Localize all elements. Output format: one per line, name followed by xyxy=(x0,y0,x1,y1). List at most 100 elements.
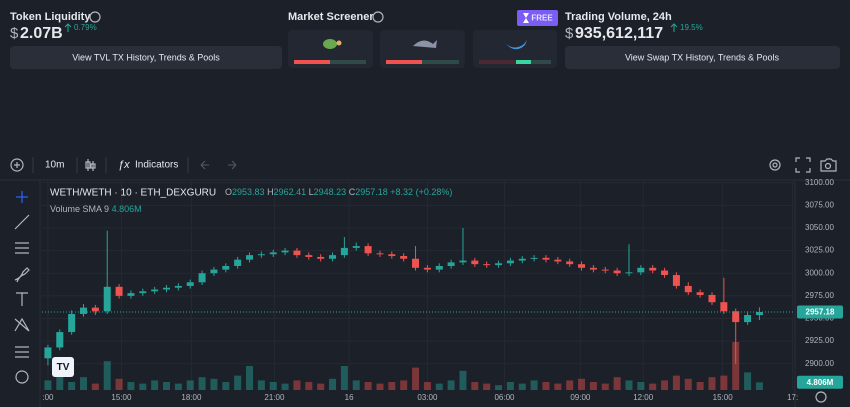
volume-bar xyxy=(103,361,111,390)
screener-card[interactable] xyxy=(288,30,373,68)
candle-body xyxy=(174,285,182,288)
candle-body xyxy=(139,291,147,294)
button[interactable] xyxy=(565,46,840,69)
candle-body xyxy=(554,259,562,262)
legend-change: +8.32 xyxy=(390,187,413,197)
candle-body xyxy=(578,264,586,268)
y-tick-label: 3100.00 xyxy=(805,178,834,187)
currency: $ xyxy=(565,25,574,42)
candle-body xyxy=(56,332,64,348)
x-tick-label: 12:00 xyxy=(633,393,654,402)
candle-body xyxy=(329,255,337,259)
volume-bar xyxy=(388,382,396,390)
candle-body xyxy=(495,263,503,266)
brush-icon[interactable] xyxy=(14,267,30,283)
volume-bar xyxy=(269,382,277,390)
liquidity-value: 2.07B xyxy=(20,25,63,42)
volume-bar xyxy=(566,380,574,390)
fullscreen-icon[interactable] xyxy=(795,157,811,173)
candle-body xyxy=(68,313,76,333)
screener-title: Market Screener xyxy=(288,11,374,23)
volume-bar xyxy=(530,380,538,390)
info-icon[interactable] xyxy=(372,11,384,23)
candle-body xyxy=(471,260,479,265)
screener-card[interactable] xyxy=(473,30,557,68)
candle-body xyxy=(281,250,289,253)
candle-body xyxy=(637,267,645,273)
candle-body xyxy=(530,257,538,259)
x-tick-label: 15:00 xyxy=(713,393,734,402)
text-icon[interactable] xyxy=(16,292,28,306)
candle-body xyxy=(80,307,88,314)
screener-card[interactable] xyxy=(380,30,465,68)
liquidity-title: Token Liquidity xyxy=(10,11,91,23)
measure-icon[interactable] xyxy=(15,346,29,358)
candle-body xyxy=(518,258,526,261)
camera-icon[interactable] xyxy=(820,158,837,172)
candle-body xyxy=(672,275,680,286)
volume-bar xyxy=(412,367,420,390)
y-tick-label: 3000.00 xyxy=(805,268,834,277)
settings-icon[interactable] xyxy=(769,159,781,171)
button-label[interactable]: View TVL TX History, Trends & Pools xyxy=(72,52,220,62)
redo-icon[interactable] xyxy=(228,160,237,170)
candle-body xyxy=(400,256,408,259)
volume-bar xyxy=(672,375,680,390)
volume-bar xyxy=(246,366,254,390)
emoji-icon[interactable] xyxy=(15,370,29,384)
volume-bar xyxy=(234,375,242,390)
candle-body xyxy=(151,289,159,292)
candle-body xyxy=(447,262,455,266)
trendline-icon[interactable] xyxy=(14,214,30,230)
volume-bar xyxy=(720,375,728,390)
add-icon[interactable] xyxy=(10,158,24,172)
x-tick-label: 17: xyxy=(787,393,798,402)
volume-title: Trading Volume, 24h xyxy=(565,11,672,23)
y-tick-label: 3050.00 xyxy=(805,223,834,232)
volume-bar xyxy=(625,380,633,390)
fx-icon[interactable]: ƒx xyxy=(118,159,130,171)
button[interactable] xyxy=(10,46,282,69)
info-icon[interactable] xyxy=(89,11,101,23)
chart-type-icon[interactable] xyxy=(85,159,96,171)
pattern-icon[interactable] xyxy=(14,317,30,332)
undo-icon[interactable] xyxy=(200,160,209,170)
indicators[interactable]: Indicators xyxy=(135,160,178,171)
tv-logo[interactable] xyxy=(52,357,74,377)
volume-bar xyxy=(732,342,740,390)
x-tick-label: 06:00 xyxy=(494,393,515,402)
volume-bar xyxy=(186,380,194,390)
volume-bar xyxy=(696,382,704,390)
volume-bar xyxy=(293,380,301,390)
volume-bar xyxy=(589,382,597,390)
candle-body xyxy=(423,267,431,270)
y-tick-label: 2900.00 xyxy=(805,359,834,368)
volume-bar xyxy=(459,370,467,390)
volume-title: Volume SMA 9 xyxy=(50,204,109,214)
x-tick-label: 09:00 xyxy=(570,393,591,402)
volume-bar xyxy=(518,383,526,390)
candle-body xyxy=(234,259,242,266)
volume-bar xyxy=(352,380,360,390)
legend-label: H xyxy=(267,187,274,197)
settings-icon[interactable] xyxy=(815,391,827,403)
y-tick-label: 3025.00 xyxy=(805,246,834,255)
crosshair-icon[interactable] xyxy=(16,191,28,203)
candle-body xyxy=(459,260,467,263)
candle-body xyxy=(412,258,420,268)
y-tick-label: 2925.00 xyxy=(805,336,834,345)
legend-change-pct: (+0.28%) xyxy=(416,187,453,197)
last-price-tag xyxy=(797,305,843,319)
volume-tag-label: 4.806M xyxy=(807,378,834,387)
interval[interactable]: 10m xyxy=(45,160,64,171)
volume-bar xyxy=(554,383,562,390)
candle-body xyxy=(388,254,396,257)
fib-icon[interactable] xyxy=(15,242,29,254)
button-label[interactable]: View Swap TX History, Trends & Pools xyxy=(625,52,780,62)
x-tick-label: :00 xyxy=(42,393,54,402)
candle-body xyxy=(696,292,704,295)
candle-body xyxy=(186,282,194,286)
candle-body xyxy=(732,311,740,323)
drawing-tools xyxy=(14,191,30,384)
candle-body xyxy=(222,265,230,270)
